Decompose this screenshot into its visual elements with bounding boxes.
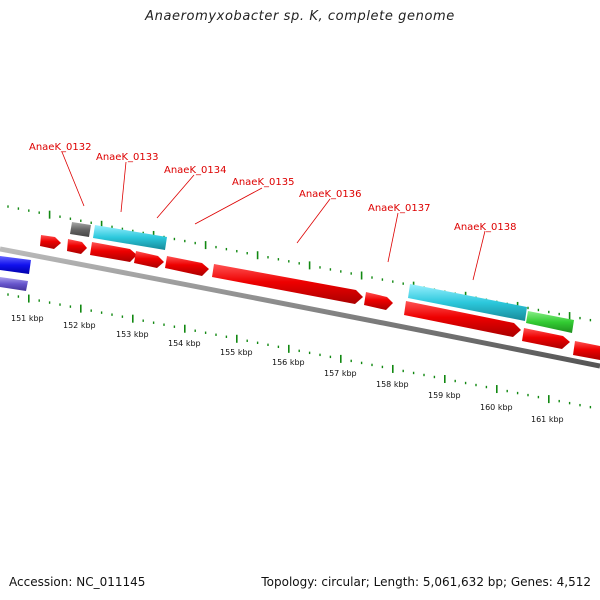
trna-block[interactable]	[408, 284, 527, 321]
gene-arrow[interactable]	[212, 264, 363, 304]
kbp-label: 155 kbp	[220, 348, 253, 357]
lower-tick-track	[7, 293, 592, 409]
genome-backbone	[0, 246, 600, 369]
gene-labels: AnaeK_0132 AnaeK_0133 AnaeK_0134 AnaeK_0…	[29, 142, 516, 233]
gene-label[interactable]: AnaeK_0135	[232, 177, 294, 188]
kbp-label: 160 kbp	[480, 403, 513, 412]
gene-arrow[interactable]	[67, 239, 87, 254]
kbp-label: 156 kbp	[272, 358, 305, 367]
gene-arrow[interactable]	[165, 256, 209, 276]
gene-label[interactable]: AnaeK_0132	[29, 142, 91, 153]
kbp-label: 161 kbp	[531, 415, 564, 424]
trna-block[interactable]	[93, 225, 167, 250]
callout-lines	[61, 151, 486, 281]
genome-summary-text: Topology: circular; Length: 5,061,632 bp…	[261, 575, 591, 589]
forward-strand-features	[0, 222, 600, 360]
gene-arrow[interactable]	[134, 251, 164, 268]
map-title: Anaeromyxobacter sp. K, complete genome	[145, 9, 455, 24]
gene-label[interactable]: AnaeK_0137	[368, 203, 430, 214]
kbp-label: 154 kbp	[168, 339, 201, 348]
accession-text: Accession: NC_011145	[9, 575, 146, 589]
pseudo-gene-block[interactable]	[70, 222, 91, 237]
gene-arrow[interactable]	[90, 242, 137, 262]
kbp-label: 159 kbp	[428, 391, 461, 400]
kbp-label: 151 kbp	[11, 314, 44, 323]
gene-label[interactable]: AnaeK_0133	[96, 152, 158, 163]
kbp-label: 158 kbp	[376, 380, 409, 389]
gene-arrow[interactable]	[40, 235, 61, 249]
gene-label[interactable]: AnaeK_0136	[299, 189, 361, 200]
gene-arrow[interactable]	[522, 328, 570, 349]
kbp-label: 153 kbp	[116, 330, 149, 339]
gene-label[interactable]: AnaeK_0134	[164, 165, 226, 176]
kbp-label: 152 kbp	[63, 321, 96, 330]
gene-label[interactable]: AnaeK_0138	[454, 222, 516, 233]
gene-arrow[interactable]	[404, 301, 521, 337]
kbp-scale-labels: 151 kbp 152 kbp 153 kbp 154 kbp 155 kbp …	[11, 314, 564, 424]
kbp-label: 157 kbp	[324, 369, 357, 378]
gene-arrow[interactable]	[573, 341, 600, 360]
gene-arrow[interactable]	[364, 292, 393, 310]
gene-block-blue[interactable]	[0, 256, 31, 274]
gene-block-purple[interactable]	[0, 277, 28, 291]
rna-block[interactable]	[526, 311, 574, 333]
